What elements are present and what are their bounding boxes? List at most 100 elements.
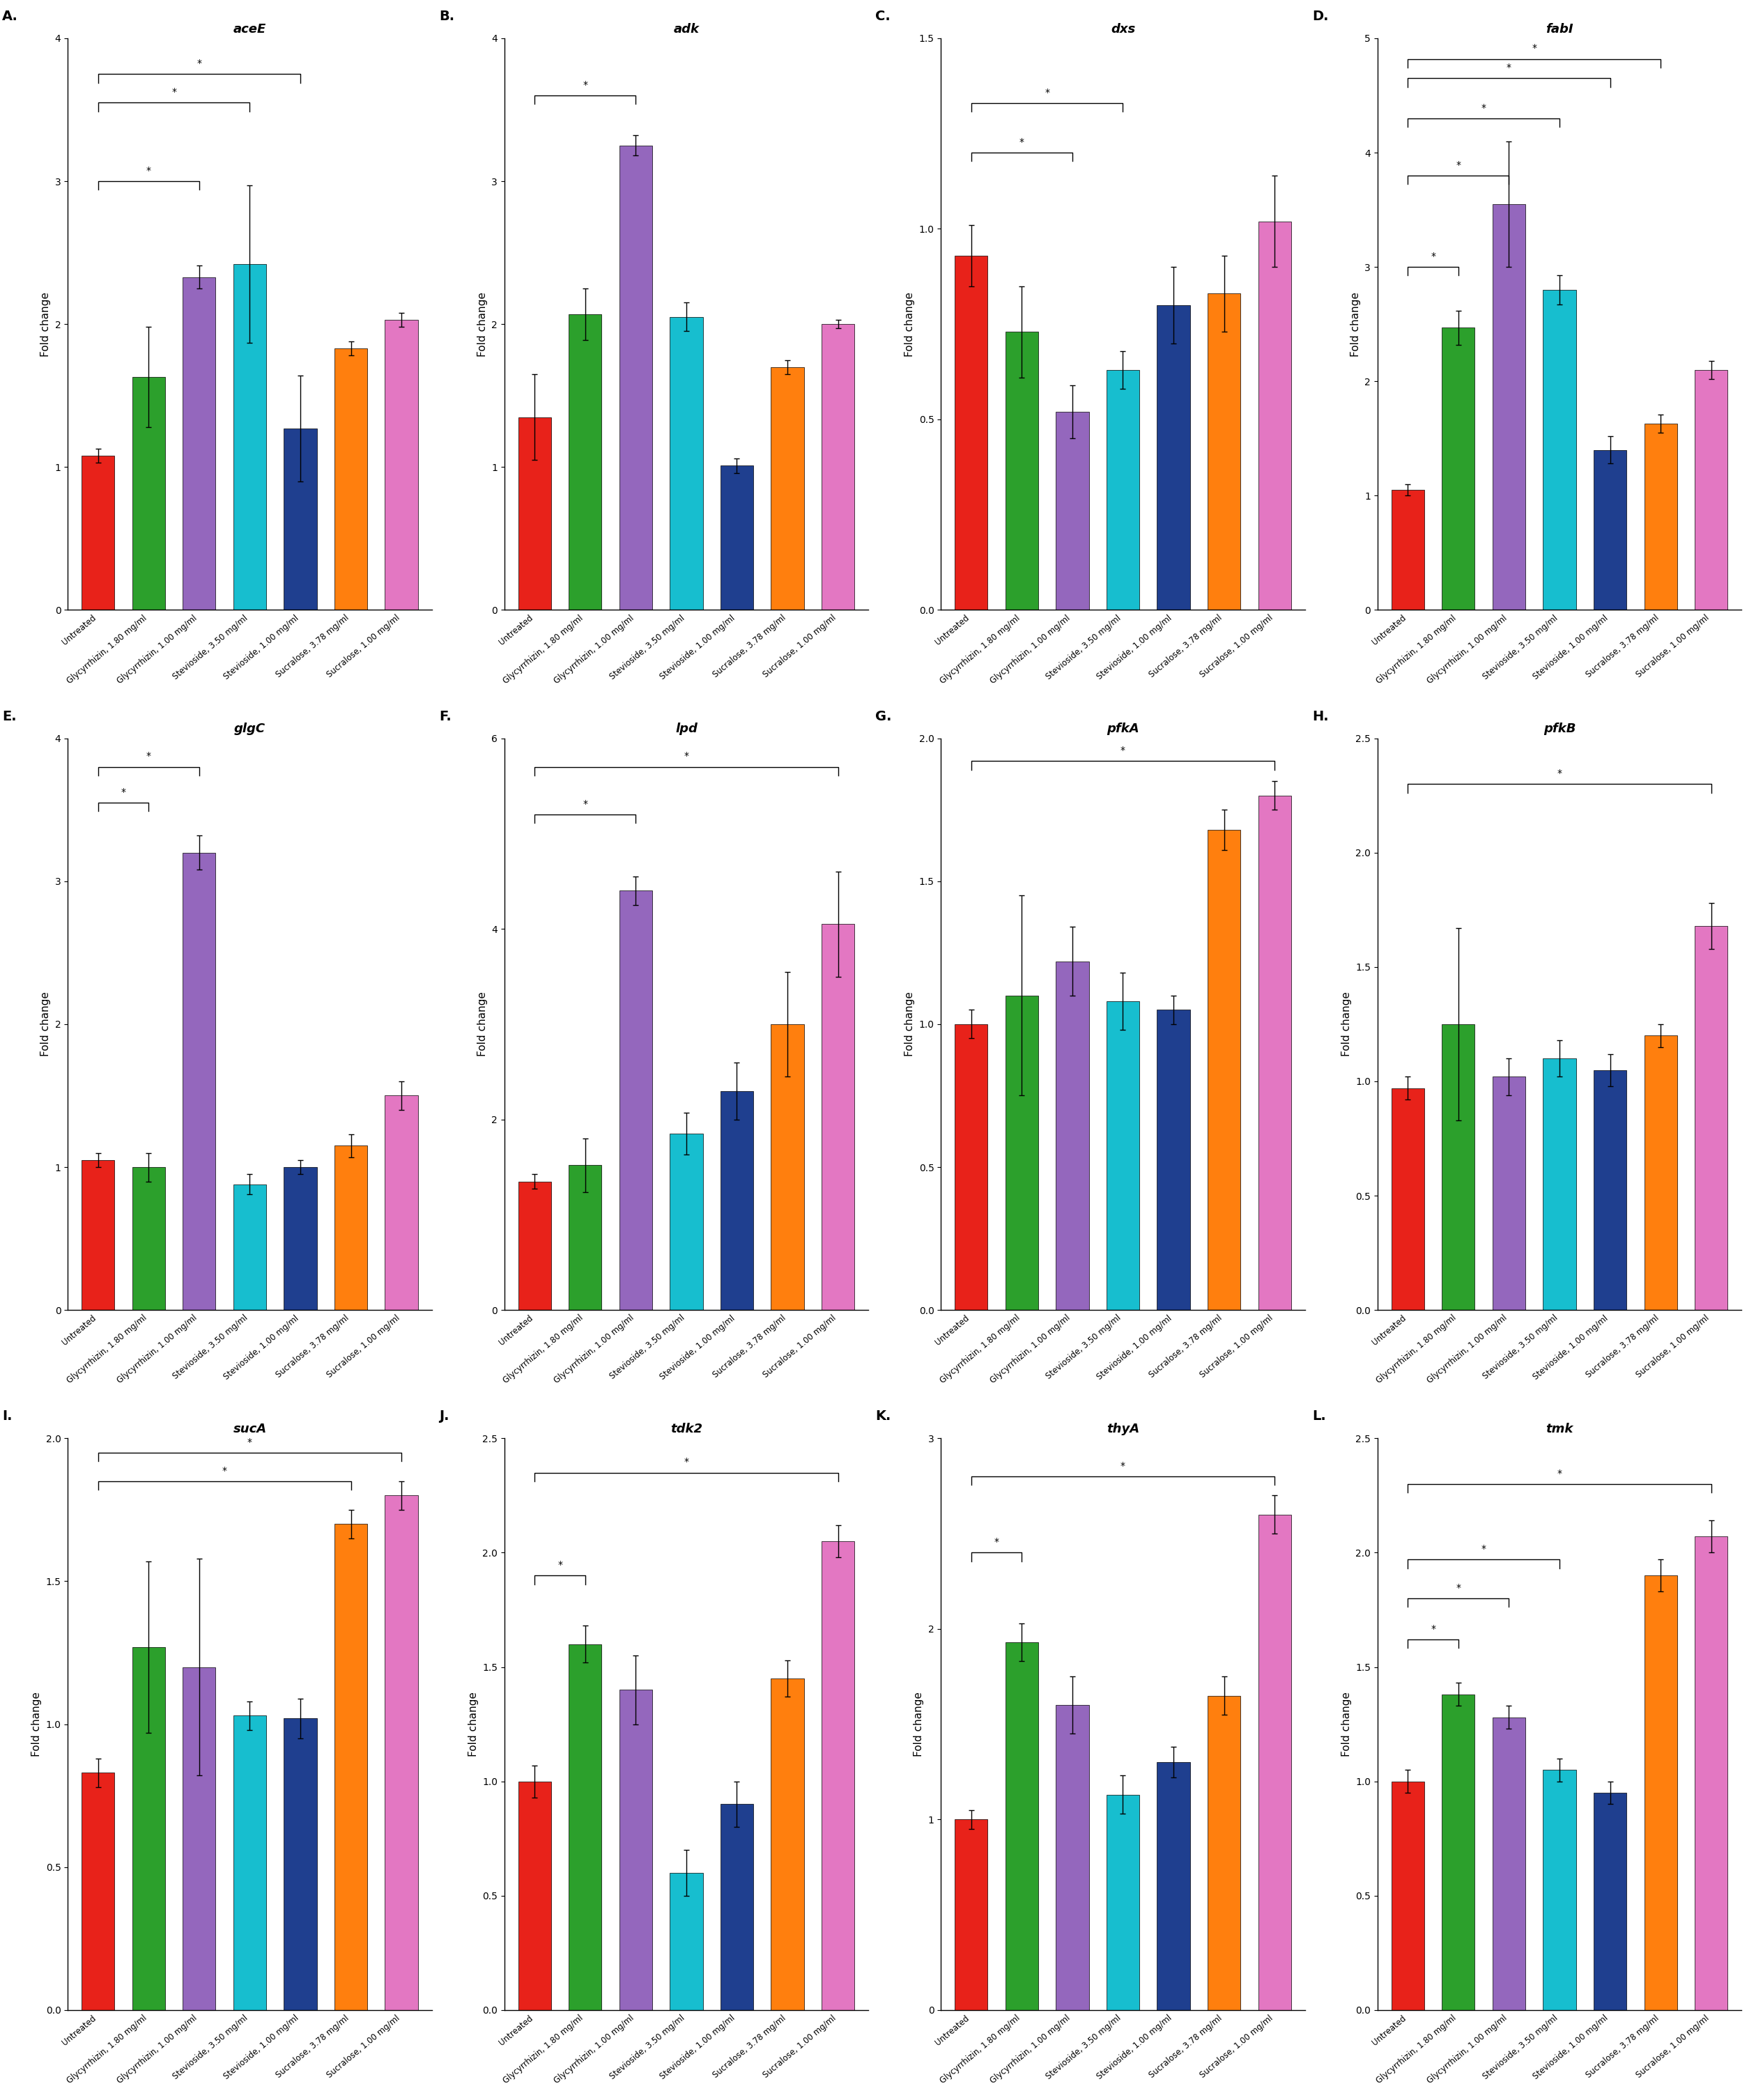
Title: thyA: thyA: [1106, 1422, 1140, 1434]
Title: tdk2: tdk2: [671, 1422, 702, 1434]
Bar: [1695, 1537, 1728, 2010]
Text: F.: F.: [439, 710, 451, 722]
Bar: [284, 1168, 316, 1310]
Bar: [569, 1644, 602, 2010]
Bar: [620, 145, 651, 609]
Text: *: *: [583, 80, 588, 90]
Bar: [1493, 1077, 1526, 1310]
Title: sucA: sucA: [234, 1422, 267, 1434]
Text: E.: E.: [2, 710, 16, 722]
Bar: [822, 924, 855, 1310]
Bar: [1257, 220, 1291, 609]
Text: *: *: [1531, 44, 1536, 52]
Bar: [620, 890, 651, 1310]
Text: *: *: [197, 59, 202, 69]
Text: *: *: [683, 1457, 688, 1468]
Bar: [1544, 1058, 1575, 1310]
Bar: [620, 1690, 651, 2010]
Bar: [1055, 412, 1089, 609]
Bar: [720, 466, 753, 609]
Y-axis label: Fold change: Fold change: [1350, 292, 1361, 357]
Text: I.: I.: [2, 1409, 12, 1424]
Bar: [1695, 926, 1728, 1310]
Bar: [569, 315, 602, 609]
Bar: [669, 317, 702, 609]
Title: dxs: dxs: [1110, 23, 1134, 36]
Y-axis label: Fold change: Fold change: [904, 292, 915, 357]
Text: D.: D.: [1312, 10, 1328, 23]
Bar: [1106, 370, 1140, 609]
Y-axis label: Fold change: Fold change: [913, 1693, 924, 1756]
Bar: [669, 1134, 702, 1310]
Bar: [1391, 489, 1424, 609]
Text: *: *: [683, 752, 688, 760]
Bar: [284, 1718, 316, 2010]
Bar: [334, 1147, 367, 1310]
Bar: [771, 367, 804, 609]
Bar: [334, 1525, 367, 2010]
Bar: [1644, 424, 1677, 609]
Y-axis label: Fold change: Fold change: [32, 1693, 42, 1756]
Bar: [1594, 1069, 1626, 1310]
Bar: [183, 1667, 216, 2010]
Bar: [1257, 796, 1291, 1310]
Text: *: *: [1431, 1623, 1436, 1634]
Bar: [569, 1166, 602, 1310]
Bar: [1006, 995, 1038, 1310]
Bar: [284, 428, 316, 609]
Bar: [1391, 1781, 1424, 2010]
Bar: [955, 256, 987, 609]
Y-axis label: Fold change: Fold change: [40, 292, 51, 357]
Text: G.: G.: [876, 710, 892, 722]
Bar: [518, 1182, 551, 1310]
Bar: [955, 1819, 987, 2010]
Bar: [720, 1804, 753, 2010]
Text: *: *: [583, 800, 588, 808]
Bar: [183, 853, 216, 1310]
Bar: [720, 1090, 753, 1310]
Bar: [334, 349, 367, 609]
Y-axis label: Fold change: Fold change: [478, 292, 488, 357]
Text: *: *: [121, 788, 126, 796]
Bar: [1006, 1642, 1038, 2010]
Bar: [1006, 332, 1038, 609]
Bar: [234, 1716, 267, 2010]
Y-axis label: Fold change: Fold change: [1342, 991, 1352, 1056]
Bar: [1644, 1035, 1677, 1310]
Text: *: *: [1431, 252, 1436, 260]
Text: *: *: [172, 86, 176, 97]
Bar: [385, 1495, 418, 2010]
Text: *: *: [1120, 1462, 1126, 1470]
Text: J.: J.: [439, 1409, 450, 1424]
Text: *: *: [1507, 63, 1512, 74]
Bar: [1055, 962, 1089, 1310]
Bar: [1106, 1795, 1140, 2010]
Text: *: *: [1020, 136, 1024, 147]
Bar: [518, 418, 551, 609]
Text: B.: B.: [439, 10, 455, 23]
Text: L.: L.: [1312, 1409, 1326, 1424]
Y-axis label: Fold change: Fold change: [904, 991, 915, 1056]
Text: *: *: [1482, 1543, 1486, 1554]
Bar: [518, 1781, 551, 2010]
Bar: [132, 1168, 165, 1310]
Bar: [385, 1096, 418, 1310]
Text: H.: H.: [1312, 710, 1329, 722]
Bar: [1594, 449, 1626, 609]
Bar: [132, 1646, 165, 2010]
Bar: [183, 277, 216, 609]
Text: *: *: [1456, 1583, 1461, 1592]
Title: pfkB: pfkB: [1544, 722, 1575, 735]
Bar: [955, 1025, 987, 1310]
Bar: [822, 323, 855, 609]
Text: *: *: [994, 1537, 999, 1548]
Bar: [1493, 1718, 1526, 2010]
Bar: [771, 1678, 804, 2010]
Bar: [83, 1772, 114, 2010]
Title: aceE: aceE: [234, 23, 267, 36]
Y-axis label: Fold change: Fold change: [1342, 1693, 1352, 1756]
Text: *: *: [248, 1436, 253, 1447]
Bar: [83, 1159, 114, 1310]
Title: glgC: glgC: [234, 722, 265, 735]
Title: tmk: tmk: [1545, 1422, 1573, 1434]
